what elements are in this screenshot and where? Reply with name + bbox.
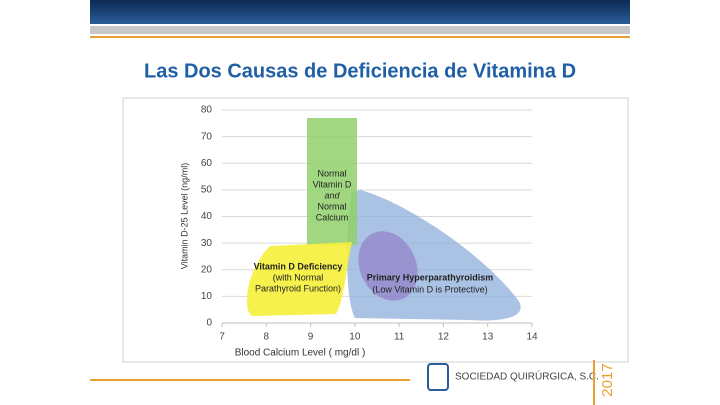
y-tick-label: 50: [201, 185, 213, 196]
region-label: Normal: [317, 201, 346, 211]
normal-region: [307, 118, 357, 245]
region-label: Calcium: [316, 212, 349, 222]
x-tick-label: 9: [308, 332, 314, 343]
logo: [427, 363, 449, 391]
footer-divider: [593, 360, 595, 405]
y-tick-label: 80: [201, 105, 213, 116]
region-label: Vitamin D Deficiency: [254, 261, 343, 271]
region-label: Primary Hyperparathyroidism: [367, 272, 494, 282]
overlap-region: [358, 231, 418, 301]
x-tick-label: 10: [349, 332, 361, 343]
slide-title: Las Dos Causas de Deficiencia de Vitamin…: [144, 60, 576, 82]
header-bar: [90, 0, 630, 24]
deficiency-region: [246, 242, 352, 316]
y-tick-label: 0: [206, 318, 212, 329]
header-rule: [90, 36, 630, 38]
y-axis-label: Vitamin D-25 Level (ng/ml): [179, 163, 189, 269]
x-axis-label: Blood Calcium Level ( mg/dl ): [235, 348, 366, 359]
region-label: Normal: [317, 168, 346, 178]
x-tick-label: 14: [526, 332, 538, 343]
header-stripe: [90, 26, 630, 34]
x-tick-label: 13: [482, 332, 494, 343]
x-tick-label: 7: [219, 332, 225, 343]
y-tick-label: 70: [201, 131, 213, 142]
region-label: (Low Vitamin D is Protective): [372, 284, 487, 294]
footer-text: SOCIEDAD QUIRÚRGICA, S.C.: [455, 370, 599, 383]
x-tick-label: 12: [438, 332, 450, 343]
year: 2017: [599, 363, 616, 396]
region-label: and: [324, 190, 340, 200]
y-tick-label: 20: [201, 264, 213, 275]
y-tick-label: 40: [201, 211, 213, 222]
x-tick-label: 8: [264, 332, 270, 343]
footer-rule: [90, 379, 410, 381]
y-tick-label: 30: [201, 238, 213, 249]
region-label: Parathyroid Function): [255, 283, 341, 293]
y-tick-label: 10: [201, 291, 213, 302]
region-label: Vitamin D: [313, 179, 352, 189]
x-tick-label: 11: [394, 332, 405, 343]
y-tick-label: 60: [201, 158, 213, 169]
region-label: (with Normal: [273, 272, 324, 282]
